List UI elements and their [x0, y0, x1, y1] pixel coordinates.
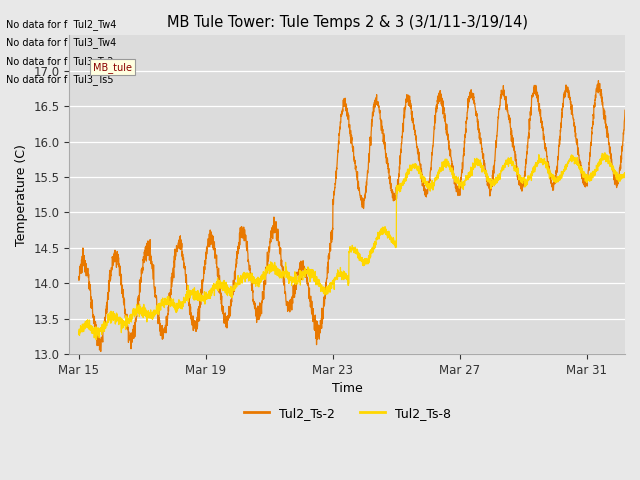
Text: MB_tule: MB_tule — [93, 61, 132, 72]
Text: No data for f  Tul3_Ts5: No data for f Tul3_Ts5 — [6, 74, 114, 85]
Y-axis label: Temperature (C): Temperature (C) — [15, 144, 28, 246]
Text: No data for f  Tul3_Tw4: No data for f Tul3_Tw4 — [6, 37, 116, 48]
Legend: Tul2_Ts-2, Tul2_Ts-8: Tul2_Ts-2, Tul2_Ts-8 — [239, 402, 456, 425]
X-axis label: Time: Time — [332, 383, 363, 396]
Text: No data for f  Tul2_Tw4: No data for f Tul2_Tw4 — [6, 19, 116, 30]
Text: No data for f  Tul3_Ts2: No data for f Tul3_Ts2 — [6, 56, 114, 67]
Title: MB Tule Tower: Tule Temps 2 & 3 (3/1/11-3/19/14): MB Tule Tower: Tule Temps 2 & 3 (3/1/11-… — [166, 15, 528, 30]
